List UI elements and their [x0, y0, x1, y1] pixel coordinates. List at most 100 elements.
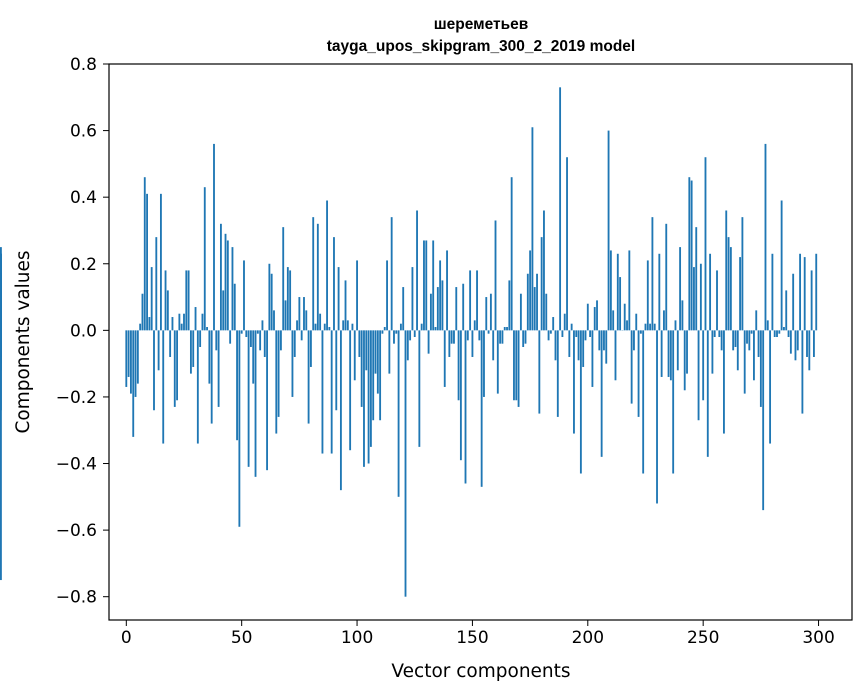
bar-231 [658, 253, 661, 331]
bar-58 [259, 330, 262, 351]
bar-141 [450, 330, 453, 344]
bar-137 [441, 280, 444, 331]
bar-155 [483, 330, 485, 397]
bar-273 [755, 310, 758, 331]
chart-title: шереметьев [434, 16, 529, 33]
bar-57 [256, 330, 259, 334]
bar-86 [323, 323, 326, 331]
bar-171 [519, 293, 522, 331]
bar-173 [524, 330, 527, 344]
x-tick-label: 250 [687, 628, 719, 648]
bar-202 [591, 330, 594, 387]
y-tick-label: 0.2 [70, 255, 97, 275]
bar-293 [801, 330, 804, 414]
bar-89 [330, 330, 333, 454]
bar-33 [201, 313, 204, 331]
bar-136 [439, 260, 442, 331]
bar-253 [709, 253, 712, 331]
y-axis-ticks: −0.8 −0.6 −0.4 −0.2 0.0 0.2 0.4 0.6 0.8 [56, 55, 109, 608]
bar-105 [367, 330, 370, 464]
bar-269 [746, 330, 748, 344]
bar-61 [266, 330, 268, 471]
bar-156 [485, 297, 488, 331]
bar-251 [704, 157, 707, 331]
bar-54 [249, 330, 252, 347]
bar-190 [563, 313, 566, 331]
bar-16 [162, 330, 165, 444]
bar-294 [803, 257, 806, 331]
y-tick-label: −0.4 [56, 455, 97, 475]
bar-9 [146, 193, 148, 331]
bar-169 [515, 330, 518, 401]
bar-272 [753, 330, 755, 381]
y-tick-label: −0.2 [56, 388, 97, 408]
bar-198 [582, 330, 585, 367]
bar-233 [663, 310, 665, 331]
y-tick-label: 0.4 [70, 188, 97, 208]
bar-280 [771, 253, 774, 331]
bar-261 [727, 237, 730, 331]
bar-226 [646, 260, 649, 331]
bar-220 [633, 330, 635, 351]
bar-282 [776, 330, 778, 338]
bar-85 [321, 330, 324, 454]
bar-6 [139, 323, 142, 331]
bar-201 [589, 330, 592, 338]
bar-240 [679, 247, 682, 331]
bar-31 [196, 330, 199, 444]
bar-234 [665, 223, 668, 331]
bar-276 [762, 330, 765, 511]
bar-189 [561, 330, 564, 338]
bar-212 [614, 330, 617, 381]
bar-72 [291, 330, 294, 397]
bar-75 [298, 297, 301, 331]
bar-107 [372, 330, 375, 421]
bar-115 [390, 217, 393, 331]
bar-133 [432, 240, 435, 331]
bar-281 [773, 330, 776, 338]
bar-23 [178, 313, 181, 331]
bar-154 [480, 330, 483, 487]
bar-103 [363, 330, 365, 467]
bar-207 [603, 330, 605, 351]
bar-1 [127, 330, 130, 377]
bar-88 [328, 327, 331, 331]
bar-4 [134, 330, 137, 397]
bar-144 [457, 330, 460, 401]
bar-247 [695, 227, 698, 331]
bar-93 [339, 330, 342, 491]
bar-166 [508, 280, 511, 331]
bar-252 [706, 330, 709, 457]
bar-193 [570, 323, 573, 331]
bar-262 [729, 247, 732, 331]
bar-259 [723, 330, 725, 434]
bar-249 [699, 263, 702, 331]
bar-145 [459, 330, 462, 461]
bar-219 [630, 330, 633, 404]
bar-26 [185, 270, 188, 331]
bar-113 [386, 260, 388, 331]
bar-32 [199, 330, 202, 347]
bar-274 [757, 330, 760, 357]
bar-248 [697, 330, 700, 421]
bar-236 [669, 330, 672, 381]
bar-298 [813, 330, 815, 357]
bar-244 [688, 177, 691, 331]
bar-2 [130, 330, 132, 394]
bar-159 [492, 330, 495, 361]
y-tick-label: 0.6 [70, 122, 97, 142]
bar-22 [176, 330, 178, 401]
bar-268 [743, 330, 746, 394]
bar-188 [559, 87, 562, 331]
bar-35 [206, 327, 208, 331]
bar-53 [247, 330, 250, 467]
bar-25 [183, 313, 185, 331]
bar-162 [499, 330, 502, 344]
plot-frame [108, 63, 853, 621]
bar-11 [150, 267, 153, 331]
bar-42 [222, 290, 225, 331]
bar-235 [667, 330, 670, 377]
bar-34 [203, 187, 206, 331]
bar-67 [279, 330, 282, 351]
bar-81 [312, 217, 315, 331]
